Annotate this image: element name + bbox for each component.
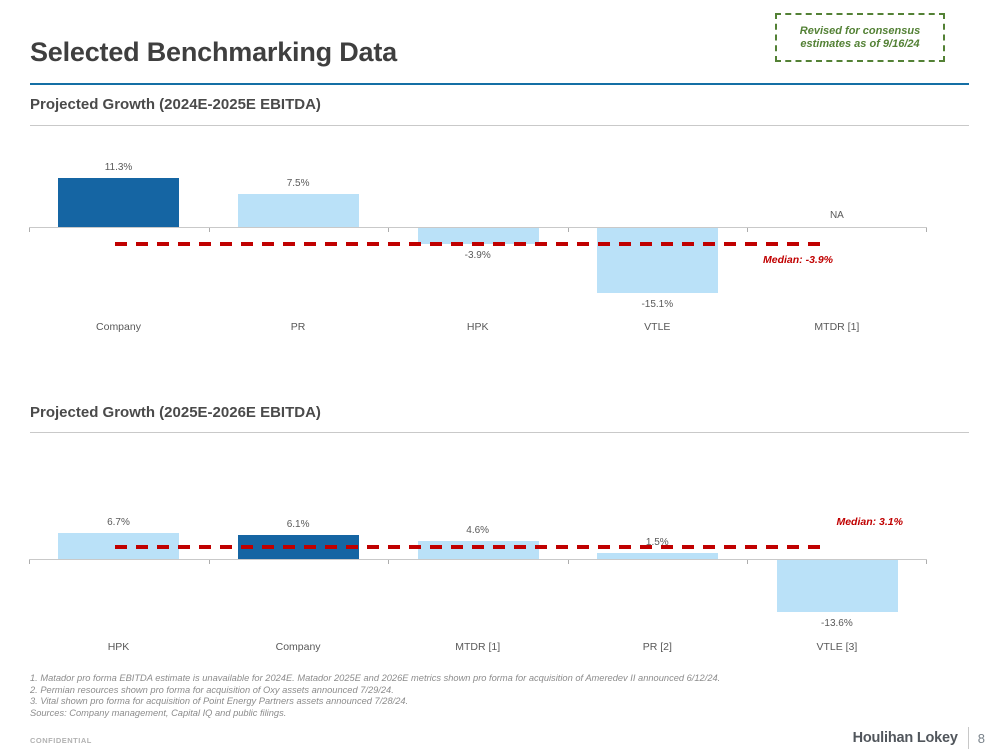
brand-block: Houlihan Lokey 8	[853, 727, 985, 749]
axis-tick	[388, 560, 389, 564]
bar-VTLE	[597, 227, 719, 293]
value-label: -3.9%	[464, 249, 491, 261]
category-label: HPK	[107, 641, 130, 653]
bar-MTDR [1]	[417, 541, 539, 559]
axis-tick	[747, 228, 748, 232]
section-title-chart-2: Projected Growth (2025E-2026E EBITDA)	[30, 404, 321, 421]
category-label: Company	[275, 641, 321, 653]
bar-Company	[58, 177, 180, 227]
category-label: VTLE	[644, 321, 671, 333]
bar-chart-2025e-2026e: 6.7% HPK 6.1% Company 4.6% MTDR [1] 1.5% PR [2]…	[29, 490, 927, 665]
category-label: VTLE [3]	[816, 641, 858, 653]
bar-HPK	[417, 227, 539, 244]
x-axis	[29, 227, 927, 228]
section-title-chart-1: Projected Growth (2024E-2025E EBITDA)	[30, 96, 321, 113]
value-label: 1.5%	[645, 537, 669, 549]
category-label: Company	[96, 321, 141, 333]
axis-tick	[209, 228, 210, 232]
median-dashed-line	[115, 544, 829, 549]
brand-logo: Houlihan Lokey	[852, 730, 958, 746]
category-label: MTDR [1]	[814, 321, 860, 333]
axis-tick	[29, 228, 30, 232]
revision-note-text: Revised for consensus estimates as of 9/…	[799, 24, 921, 50]
axis-tick	[568, 228, 569, 232]
category-label: PR [2]	[642, 641, 672, 653]
median-label: Median: 3.1%	[836, 516, 903, 528]
category-label: HPK	[466, 321, 489, 333]
footnotes: 1. Matador pro forma EBITDA estimate is …	[30, 673, 720, 719]
axis-tick	[926, 228, 927, 232]
section-underline-1	[30, 125, 969, 126]
value-label: -13.6%	[821, 618, 853, 630]
axis-tick	[29, 560, 30, 564]
section-underline-2	[30, 432, 969, 433]
axis-tick	[747, 560, 748, 564]
page-number: 8	[977, 730, 985, 746]
value-label: 6.7%	[107, 516, 130, 528]
median-dashed-line	[115, 241, 829, 246]
bar-PR	[237, 194, 359, 227]
footnote-sources: Sources: Company management, Capital IQ …	[30, 707, 287, 718]
axis-tick	[209, 560, 210, 564]
bar-VTLE [3]	[776, 559, 898, 613]
value-label: 7.5%	[286, 178, 310, 190]
page-number-divider	[967, 727, 969, 749]
footnote-2: 2. Permian resources shown pro forma for…	[30, 684, 394, 695]
value-label-na: NA	[829, 210, 844, 221]
title-underline	[30, 83, 969, 85]
page-title: Selected Benchmarking Data	[30, 37, 397, 67]
footnote-3: 3. Vital shown pro forma for acquisition…	[30, 696, 409, 707]
footnote-1: 1. Matador pro forma EBITDA estimate is …	[30, 673, 721, 683]
value-label: 4.6%	[466, 525, 490, 537]
category-label: PR	[290, 321, 306, 333]
bar-chart-2024e-2025e: 11.3% Company 7.5% PR -3.9% HPK -15.1% VTLE NA MT…	[29, 140, 927, 355]
axis-tick	[568, 560, 569, 564]
x-axis	[29, 559, 927, 560]
category-label: MTDR [1]	[455, 641, 501, 653]
axis-tick	[388, 228, 389, 232]
axis-tick	[926, 560, 927, 564]
value-label: -15.1%	[641, 298, 674, 310]
confidential-label: CONFIDENTIAL	[30, 736, 92, 745]
bar-PR [2]	[597, 553, 719, 559]
revision-note-box: Revised for consensus estimates as of 9/…	[775, 13, 945, 62]
value-label: 6.1%	[286, 519, 310, 531]
value-label: 11.3%	[104, 161, 133, 173]
median-label: Median: -3.9%	[762, 254, 833, 266]
